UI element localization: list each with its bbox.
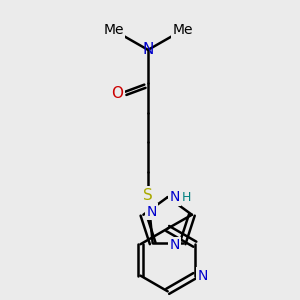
Text: N: N bbox=[146, 205, 157, 219]
Text: N: N bbox=[198, 268, 208, 283]
Text: Me: Me bbox=[172, 23, 193, 37]
Text: S: S bbox=[143, 188, 153, 202]
Text: H: H bbox=[182, 190, 191, 204]
Text: O: O bbox=[112, 85, 124, 100]
Text: N: N bbox=[142, 42, 154, 57]
Text: Me: Me bbox=[103, 23, 124, 37]
Text: N: N bbox=[169, 190, 180, 204]
Text: N: N bbox=[169, 238, 180, 252]
